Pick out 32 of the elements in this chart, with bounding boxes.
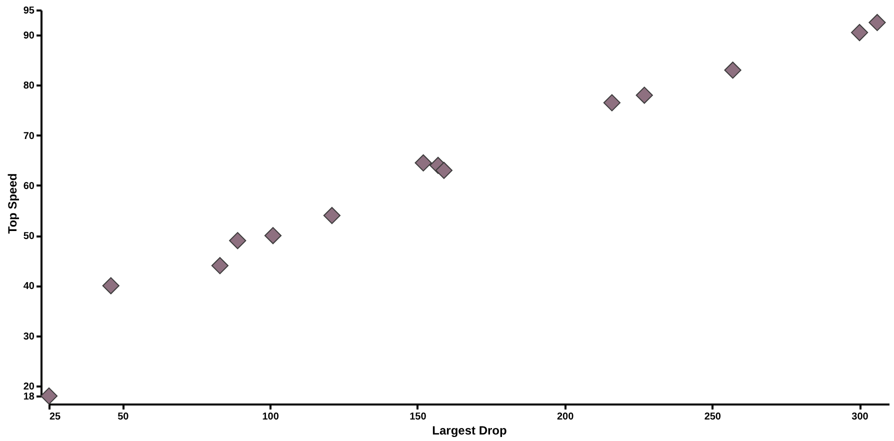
point	[435, 162, 453, 179]
y-tick-label: 60	[23, 180, 35, 192]
point	[636, 86, 653, 104]
y-tick-label: 18	[23, 392, 35, 402]
point	[724, 62, 742, 79]
y-tick-label: 50	[23, 231, 35, 242]
y-tick-label: 70	[23, 130, 35, 142]
x-axis-title: Largest Drop	[432, 424, 507, 438]
y-tick-label: 40	[23, 281, 35, 292]
point	[850, 24, 868, 42]
x-tick-label: 150	[410, 412, 427, 422]
y-tick-label: 95	[23, 6, 35, 16]
point	[229, 232, 246, 250]
point	[102, 277, 120, 294]
x-tick-label: 100	[262, 412, 280, 422]
point	[323, 206, 341, 224]
x-tick-label: 25	[50, 412, 62, 422]
point	[603, 94, 621, 112]
y-tick-label: 90	[23, 30, 35, 42]
point	[40, 387, 58, 405]
x-tick-label: 300	[852, 412, 869, 422]
x-tick-label: 50	[118, 412, 130, 422]
x-tick-label: 200	[556, 412, 574, 422]
x-tick-label: 250	[704, 412, 722, 422]
y-tick-label: 20	[23, 381, 35, 392]
point	[414, 154, 432, 172]
y-tick-label: 30	[23, 331, 35, 342]
point	[868, 14, 886, 32]
y-axis-title: Top Speed	[5, 173, 20, 234]
y-tick-label: 80	[23, 80, 35, 92]
point	[264, 227, 282, 244]
point	[211, 257, 229, 274]
